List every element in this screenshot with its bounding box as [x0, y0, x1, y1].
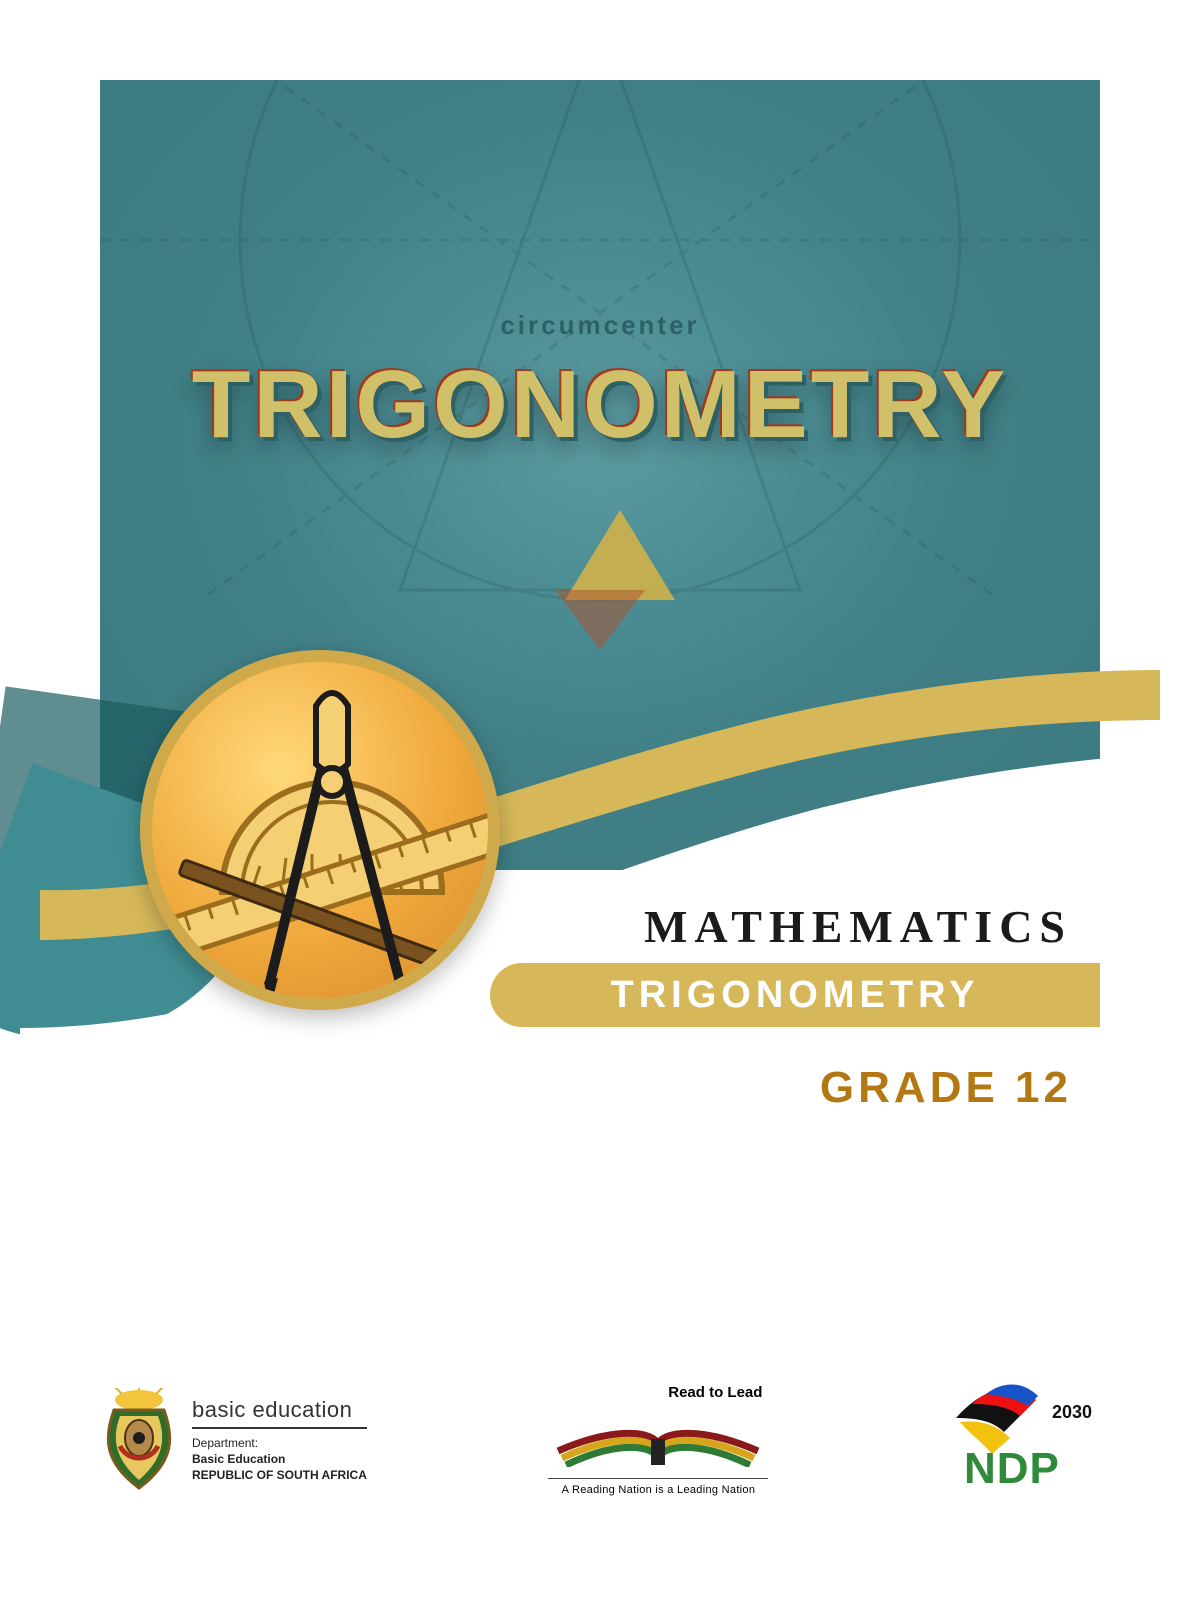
tools-badge [140, 650, 500, 1010]
subject-label: MATHEMATICS [490, 900, 1100, 953]
title-block: MATHEMATICS TRIGONOMETRY GRADE 12 [490, 900, 1100, 1113]
dept-text: basic education Department: Basic Educat… [192, 1397, 367, 1484]
rtl-tagline: A Reading Nation is a Leading Nation [548, 1478, 768, 1496]
grade-label: GRADE 12 [490, 1063, 1100, 1113]
dept-line-2: Basic Education [192, 1451, 367, 1467]
triangle-accent-2-icon [555, 590, 645, 650]
ndp-year: 2030 [1052, 1402, 1092, 1423]
ndp-text: NDP [964, 1444, 1060, 1494]
dept-line-1: Department: [192, 1436, 258, 1450]
topic-label: TRIGONOMETRY [611, 974, 980, 1017]
watermark-label: circumcenter [100, 310, 1100, 341]
book-cover: circumcenter TRIGONOMETRY [100, 80, 1100, 1530]
rtl-caption: Read to Lead [548, 1384, 768, 1401]
open-book-icon [548, 1403, 768, 1467]
dept-title: basic education [192, 1397, 367, 1429]
ndp-block: 2030 NDP [950, 1380, 1100, 1500]
triangle-accent-icon [565, 510, 675, 600]
dept-line-3: REPUBLIC OF SOUTH AFRICA [192, 1467, 367, 1483]
coat-of-arms-icon [100, 1388, 178, 1492]
read-to-lead-block: Read to Lead A Reading Nation is a Leadi… [548, 1384, 768, 1496]
dept-lines: Department: Basic Education REPUBLIC OF … [192, 1435, 367, 1484]
dept-logo-block: basic education Department: Basic Educat… [100, 1388, 367, 1492]
hero-title: TRIGONOMETRY [100, 350, 1100, 460]
topic-band: TRIGONOMETRY [490, 963, 1100, 1027]
footer: basic education Department: Basic Educat… [100, 1350, 1100, 1530]
